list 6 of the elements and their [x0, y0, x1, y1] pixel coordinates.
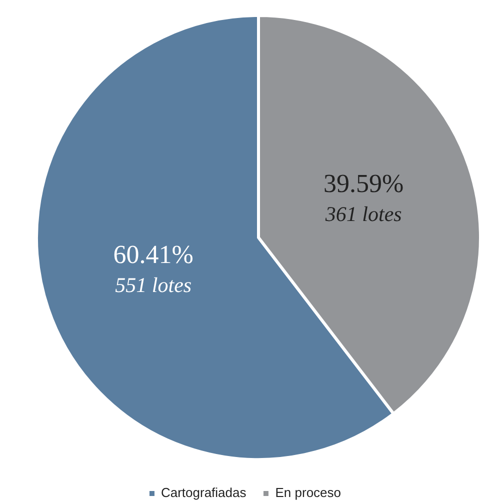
legend-label: En proceso	[275, 485, 342, 500]
data-label: 60.41%	[113, 240, 194, 270]
data-label: 39.59%	[324, 168, 404, 198]
legend-label: Cartografiadas	[160, 485, 246, 500]
text: 361 lotes	[325, 202, 402, 226]
text: 551 lotes	[115, 273, 192, 298]
